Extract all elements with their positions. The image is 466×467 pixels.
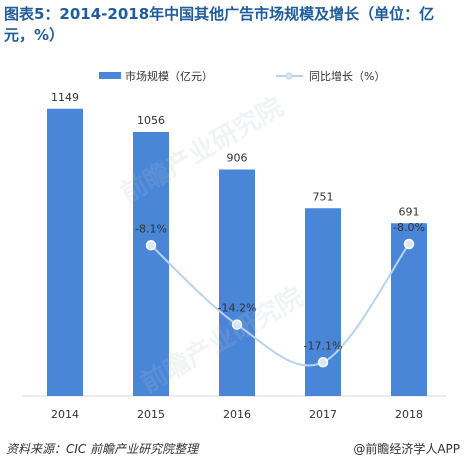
x-tick-2017: 2017 [309, 408, 337, 421]
x-tick-2015: 2015 [137, 408, 165, 421]
legend-bar-label: 市场规模（亿元） [125, 69, 213, 83]
x-tick-2016: 2016 [223, 408, 251, 421]
legend-bar-swatch [99, 72, 121, 79]
bar-label-2014: 1149 [51, 91, 79, 104]
growth-label-2016: -14.2% [218, 302, 257, 315]
growth-label-2015: -8.1% [135, 222, 167, 235]
x-tick-2018: 2018 [395, 408, 423, 421]
chart-title: 图表5：2014-2018年中国其他广告市场规模及增长（单位：亿元，%） [4, 5, 435, 44]
legend-line-label: 同比增长（%） [309, 69, 385, 83]
bar-2014 [47, 108, 83, 396]
growth-marker-2015 [145, 240, 157, 251]
bar-label-2018: 691 [399, 205, 420, 218]
growth-line [150, 243, 410, 367]
growth-markers [145, 238, 415, 368]
bar-label-2017: 751 [313, 190, 334, 203]
bar-2016 [219, 169, 255, 396]
x-tick-2014: 2014 [51, 408, 79, 421]
growth-marker-2017 [317, 357, 329, 368]
source-note: 资料来源：CIC 前瞻产业研究院整理 [6, 442, 199, 456]
bar-2017 [305, 208, 341, 396]
legend: 市场规模（亿元） 同比增长（%） [99, 69, 385, 83]
bar-series [47, 108, 427, 396]
growth-data-labels: -8.1% -14.2% -17.1% -8.0% [135, 221, 425, 352]
brand-credit: @前瞻经济学人APP [353, 442, 460, 456]
bar-label-2015: 1056 [137, 114, 165, 127]
growth-marker-2016 [231, 319, 243, 330]
x-axis-ticks: 2014 2015 2016 2017 2018 [51, 408, 423, 421]
bar-2018 [391, 223, 427, 396]
bar-2015 [133, 132, 169, 396]
bar-data-labels: 1149 1056 906 751 691 [51, 91, 420, 219]
growth-marker-2018 [403, 238, 415, 250]
legend-line-marker [285, 72, 293, 80]
growth-label-2017: -17.1% [304, 339, 343, 352]
bar-label-2016: 906 [227, 152, 248, 165]
growth-label-2018: -8.0% [393, 221, 425, 234]
